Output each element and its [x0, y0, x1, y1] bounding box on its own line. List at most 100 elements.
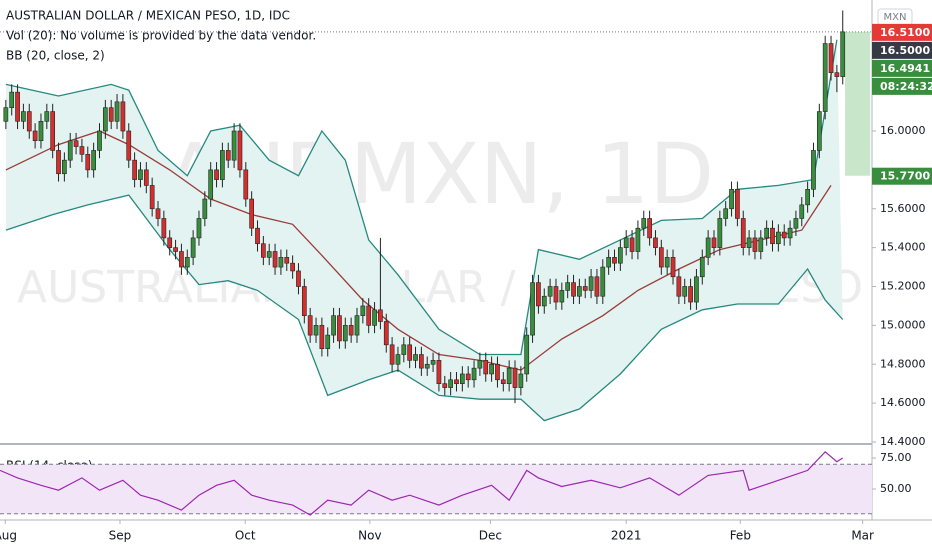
candle-body: [582, 286, 588, 291]
x-tick-label: Aug: [0, 529, 17, 543]
candle-body: [828, 43, 834, 73]
rsi-tick-label: 50.00: [880, 482, 912, 495]
candle-body: [407, 344, 413, 361]
price-label: 16.5100: [880, 26, 930, 39]
candle-body: [471, 367, 477, 381]
candle-body: [26, 111, 32, 132]
candle-body: [56, 150, 61, 175]
position-box: [845, 31, 871, 176]
chart-title: AUSTRALIAN DOLLAR / MEXICAN PESO, 1D, ID…: [6, 9, 290, 23]
candle-body: [73, 140, 79, 147]
candle-body: [97, 130, 102, 151]
candle-body: [360, 305, 366, 316]
candle-body: [366, 305, 372, 326]
candle-body: [424, 363, 430, 369]
candle-body: [588, 276, 594, 291]
candle-body: [729, 189, 734, 210]
candle-body: [454, 379, 459, 384]
candle-body: [559, 290, 565, 303]
candle-body: [512, 367, 518, 388]
candle-body: [735, 189, 740, 219]
candle-body: [623, 237, 629, 248]
y-tick-label: 15.0000: [880, 318, 926, 331]
candle-body: [32, 130, 38, 142]
price-label: 08:24:32: [880, 80, 932, 93]
candle-body: [354, 315, 360, 336]
candle-body: [811, 150, 816, 190]
y-tick-label: 15.6000: [880, 202, 926, 215]
candle-body: [220, 150, 225, 180]
x-tick-label: Feb: [730, 529, 751, 543]
candle-body: [325, 334, 331, 350]
candle-body: [9, 91, 15, 108]
candle-body: [489, 363, 494, 375]
bb-label: BB (20, close, 2): [6, 49, 105, 63]
candle-body: [799, 204, 805, 219]
candle-body: [787, 227, 793, 239]
candle-body: [653, 237, 658, 248]
candle-body: [600, 266, 606, 297]
candle-body: [62, 159, 67, 175]
candle-body: [495, 363, 500, 381]
candle-body: [249, 198, 254, 229]
candle-body: [816, 111, 822, 151]
candle-body: [524, 334, 530, 375]
price-label-box: [872, 167, 932, 185]
candle-body: [108, 107, 114, 122]
candle-body: [688, 286, 693, 303]
candle-body: [161, 218, 167, 239]
y-tick-label: 15.2000: [880, 280, 926, 293]
candle-body: [541, 295, 547, 307]
candle-body: [746, 237, 752, 248]
candle-body: [565, 282, 571, 291]
candle-body: [740, 218, 746, 248]
candle-body: [79, 146, 85, 155]
candle-body: [102, 107, 108, 132]
candle-body: [682, 286, 688, 297]
rsi-tick-label: 75.00: [880, 451, 912, 464]
candle-body: [606, 257, 611, 268]
candle-body: [389, 344, 395, 365]
x-tick-label: Sep: [109, 529, 132, 543]
candle-body: [594, 276, 600, 297]
candle-body: [179, 251, 184, 268]
candle-body: [764, 227, 770, 239]
candle-body: [67, 140, 73, 161]
candle-body: [641, 218, 647, 229]
y-tick-label: 14.4000: [880, 435, 926, 448]
candle-body: [208, 169, 214, 200]
candle-body: [155, 208, 161, 219]
x-tick-label: 2021: [611, 529, 642, 543]
price-label-box: [872, 59, 932, 77]
bb-line: [5, 39, 838, 356]
candle-body: [530, 282, 535, 336]
candle-body: [21, 111, 26, 122]
candle-body: [419, 354, 424, 369]
candle-body: [225, 150, 231, 161]
candle-body: [383, 321, 389, 346]
candle-body: [319, 325, 325, 350]
candle-body: [284, 257, 290, 264]
candle-body: [138, 169, 143, 180]
x-tick-label: Nov: [358, 529, 381, 543]
candle-body: [571, 282, 576, 297]
candle-body: [395, 354, 401, 365]
candle-body: [448, 379, 453, 388]
candle-body: [658, 247, 664, 268]
candle-body: [717, 218, 723, 248]
candle-body: [752, 237, 758, 252]
candle-body: [143, 169, 149, 186]
candle-body: [676, 276, 682, 297]
candle-body: [372, 309, 377, 326]
candle-body: [120, 101, 126, 132]
candle-body: [483, 360, 489, 375]
candle-body: [313, 325, 319, 336]
price-label-box: [872, 23, 932, 41]
candle-body: [699, 257, 705, 278]
candle-body: [231, 130, 237, 161]
candle-body: [214, 169, 219, 180]
candle-body: [3, 107, 9, 122]
price-label: 16.4941: [880, 62, 930, 75]
candle-body: [834, 72, 840, 77]
rsi-line: [0, 450, 844, 516]
